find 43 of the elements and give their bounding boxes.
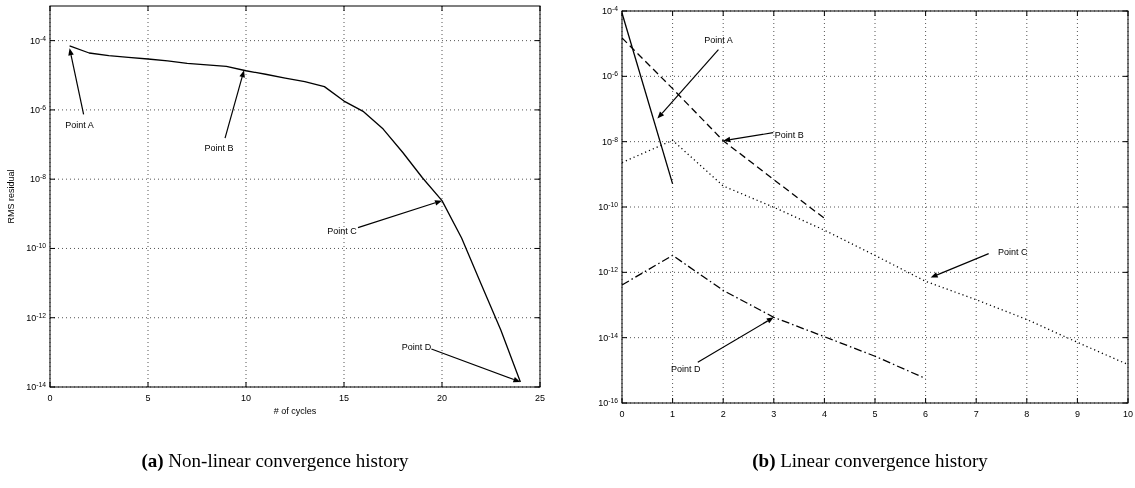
x-tick-label: 20 bbox=[436, 393, 448, 403]
annotation: Point D bbox=[671, 364, 702, 375]
x-tick-label: 10 bbox=[1122, 409, 1134, 419]
x-tick-label: 6 bbox=[923, 409, 929, 419]
y-tick-label: 10$^{-12}$ bbox=[26, 311, 47, 323]
x-tick-label: 10 bbox=[240, 393, 252, 403]
x-tick-label: 1 bbox=[670, 409, 676, 419]
x-tick-label: 9 bbox=[1074, 409, 1080, 419]
y-tick-label: 10$^{-14}$ bbox=[598, 331, 619, 343]
y-tick-label: 10$^{-6}$ bbox=[601, 69, 619, 82]
y-axis-title: RMS residual bbox=[6, 169, 16, 224]
x-tick-label: 2 bbox=[720, 409, 726, 419]
x-axis-title: # of cycles bbox=[273, 406, 317, 416]
y-tick-label: 10$^{-4}$ bbox=[601, 4, 619, 16]
x-tick-label: 8 bbox=[1024, 409, 1030, 419]
x-tick-label: 0 bbox=[47, 393, 53, 403]
y-tick-label: 10$^{-8}$ bbox=[601, 135, 619, 147]
y-tick-label: 10$^{-8}$ bbox=[29, 172, 47, 185]
y-tick-label: 10$^{-10}$ bbox=[598, 200, 619, 212]
annotation: Point A bbox=[65, 120, 94, 131]
x-tick-label: 3 bbox=[771, 409, 777, 419]
x-tick-label: 7 bbox=[973, 409, 979, 419]
x-tick-label: 25 bbox=[534, 393, 546, 403]
y-tick-label: 10$^{-4}$ bbox=[29, 34, 47, 46]
annotation: Point C bbox=[997, 246, 1028, 257]
y-tick-label: 10$^{-6}$ bbox=[29, 103, 47, 115]
annotation: Point B bbox=[774, 129, 804, 140]
y-tick-label: 10$^{-12}$ bbox=[598, 265, 619, 278]
text: (b) Linear convergence history bbox=[752, 450, 989, 472]
text: (a) Non-linear convergence history bbox=[141, 450, 410, 472]
y-tick-label: 10$^{-16}$ bbox=[598, 396, 619, 408]
annotation: Point C bbox=[327, 225, 358, 236]
annotation: Point D bbox=[401, 341, 432, 352]
x-tick-label: 15 bbox=[338, 393, 350, 403]
annotation: Point A bbox=[704, 34, 733, 45]
annotation: Point B bbox=[204, 143, 234, 154]
x-tick-label: 0 bbox=[619, 409, 625, 419]
x-tick-label: 5 bbox=[145, 393, 151, 403]
y-tick-label: 10$^{-14}$ bbox=[26, 380, 47, 392]
line-series bbox=[68, 45, 522, 383]
x-tick-label: 5 bbox=[872, 409, 878, 419]
x-tick-label: 4 bbox=[821, 409, 827, 419]
y-tick-label: 10$^{-10}$ bbox=[26, 241, 47, 254]
